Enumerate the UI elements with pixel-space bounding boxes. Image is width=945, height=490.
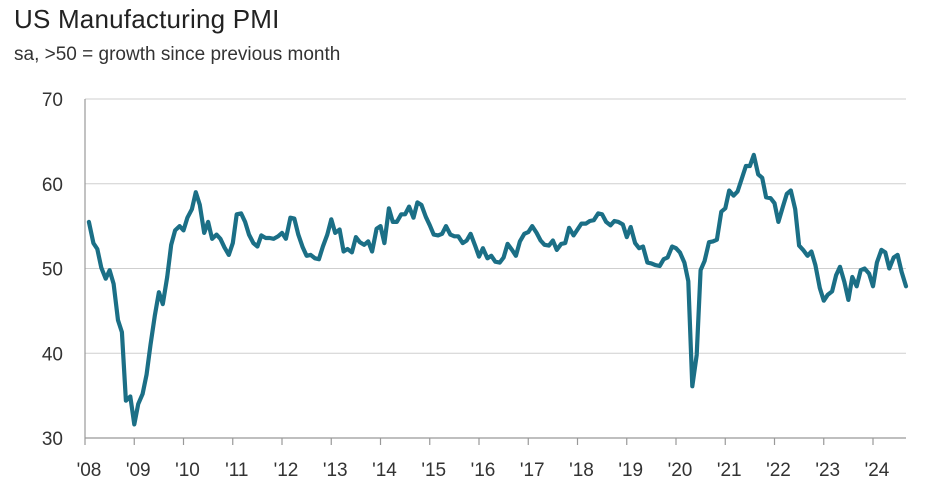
chart-title: US Manufacturing PMI xyxy=(14,4,280,34)
y-tick-label: 40 xyxy=(42,344,63,365)
x-tick-label: '18 xyxy=(569,460,594,481)
x-tick-label: '17 xyxy=(520,460,545,481)
x-tick-label: '09 xyxy=(126,460,151,481)
x-tick-label: '20 xyxy=(668,460,693,481)
x-tick-label: '24 xyxy=(865,460,890,481)
y-axis: 30 40 50 60 70 xyxy=(42,90,86,450)
x-tick-label: '15 xyxy=(421,460,446,481)
y-tick-label: 60 xyxy=(42,175,63,196)
chart-subtitle: sa, >50 = growth since previous month xyxy=(14,44,341,65)
y-tick-label: 50 xyxy=(42,260,63,281)
x-tick-label: '13 xyxy=(323,460,348,481)
series-group xyxy=(86,152,909,427)
x-tick-label: '12 xyxy=(274,460,299,481)
x-tick-label: '19 xyxy=(618,460,643,481)
x-tick-label: '14 xyxy=(372,460,397,481)
x-tick-label: '16 xyxy=(471,460,496,481)
x-tick-label: '10 xyxy=(175,460,200,481)
x-tick-label: '23 xyxy=(815,460,840,481)
x-tick-label: '08 xyxy=(77,460,102,481)
y-tick-label: 30 xyxy=(42,429,63,450)
x-tick-label: '21 xyxy=(717,460,742,481)
series-line xyxy=(86,152,909,427)
y-tick-label: 70 xyxy=(42,90,63,111)
x-axis: '08 '09 '10 '11 '12 '13 '14 '15 '16 '17 '18 '19 '20 '… xyxy=(77,437,906,481)
x-tick-label: '11 xyxy=(225,460,248,481)
gridlines xyxy=(85,98,906,354)
x-tick-label: '22 xyxy=(766,460,791,481)
